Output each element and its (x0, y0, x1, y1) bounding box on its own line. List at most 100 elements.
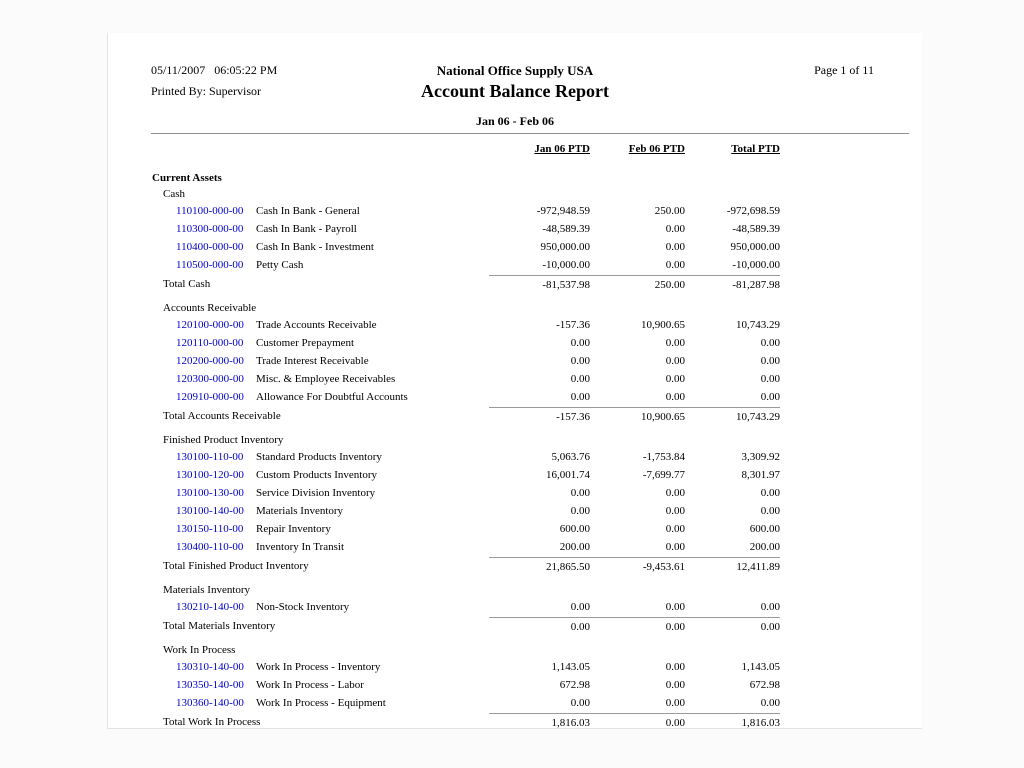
value-total: 1,143.05 (741, 661, 781, 673)
account-row: 110100-000-00 Cash In Bank - General -972,… (108, 205, 780, 223)
header-divider (151, 133, 909, 134)
value-feb: 0.00 (665, 697, 685, 709)
total-feb: 250.00 (590, 275, 685, 295)
value-total: 0.00 (760, 697, 780, 709)
value-total: 200.00 (749, 541, 780, 553)
account-row: 130100-140-00 Materials Inventory 0.00 0.00… (108, 505, 780, 523)
account-description: Work In Process - Labor (256, 679, 364, 691)
value-total: -10,000.00 (732, 259, 780, 271)
account-row: 130100-130-00 Service Division Inventory 0… (108, 487, 780, 505)
value-jan: -972,948.59 (536, 205, 590, 217)
total-feb: -9,453.61 (590, 557, 685, 577)
total-total: 10,743.29 (685, 407, 780, 427)
account-number-link[interactable]: 130150-110-00 (176, 523, 244, 535)
report-period: Jan 06 - Feb 06 (476, 114, 554, 128)
value-jan: 0.00 (570, 601, 590, 613)
value-feb: 0.00 (665, 679, 685, 691)
account-number-link[interactable]: 120910-000-00 (176, 391, 244, 403)
value-total: 8,301.97 (741, 469, 781, 481)
printed-by-label: Printed By: Supervisor (151, 84, 261, 98)
value-feb: 250.00 (654, 205, 685, 217)
total-jan: -157.36 (489, 407, 590, 427)
print-datetime: 05/11/2007 06:05:22 PM (151, 63, 278, 77)
account-number-link[interactable]: 130210-140-00 (176, 601, 244, 613)
total-jan: 21,865.50 (489, 557, 590, 577)
total-feb: 10,900.65 (590, 407, 685, 427)
value-total: 0.00 (760, 505, 780, 517)
total-feb: 0.00 (590, 617, 685, 637)
account-description: Cash In Bank - General (256, 205, 360, 217)
account-number-link[interactable]: 120200-000-00 (176, 355, 244, 367)
value-jan: 200.00 (559, 541, 590, 553)
value-feb: 0.00 (665, 661, 685, 673)
section-total-label: Total Accounts Receivable (163, 410, 281, 422)
account-number-link[interactable]: 130100-140-00 (176, 505, 244, 517)
value-feb: 0.00 (665, 601, 685, 613)
account-number-link[interactable]: 120300-000-00 (176, 373, 244, 385)
value-feb: 0.00 (665, 373, 685, 385)
account-row: 130100-120-00 Custom Products Inventory 16… (108, 469, 780, 487)
section-title: Work In Process (163, 644, 236, 656)
account-row: 130210-140-00 Non-Stock Inventory 0.00 0.00… (108, 601, 780, 619)
column-header-total: Total PTD (731, 143, 780, 155)
value-jan: 0.00 (570, 505, 590, 517)
section-total-row: Total Work In Process 1,816.03 0.00 1,816.0… (108, 713, 780, 733)
value-jan: -10,000.00 (542, 259, 590, 271)
account-number-link[interactable]: 130400-110-00 (176, 541, 244, 553)
account-number-link[interactable]: 130350-140-00 (176, 679, 244, 691)
account-number-link[interactable]: 130100-120-00 (176, 469, 244, 481)
value-jan: 0.00 (570, 355, 590, 367)
section-total-row: Total Cash -81,537.98 250.00 -81,287.98 (108, 275, 780, 295)
value-feb: 10,900.65 (641, 319, 685, 331)
report-page: 05/11/2007 06:05:22 PM Printed By: Super… (107, 33, 922, 729)
value-feb: 0.00 (665, 487, 685, 499)
value-feb: 0.00 (665, 337, 685, 349)
section-total-row: Total Materials Inventory 0.00 0.00 0.00 (108, 617, 780, 637)
value-total: 0.00 (760, 355, 780, 367)
value-total: -48,589.39 (732, 223, 780, 235)
account-number-link[interactable]: 130310-140-00 (176, 661, 244, 673)
value-total: 10,743.29 (736, 319, 780, 331)
account-number-link[interactable]: 130100-110-00 (176, 451, 244, 463)
value-jan: 1,143.05 (551, 661, 591, 673)
value-jan: 0.00 (570, 487, 590, 499)
value-total: 0.00 (760, 373, 780, 385)
account-number-link[interactable]: 110400-000-00 (176, 241, 244, 253)
value-feb: 0.00 (665, 523, 685, 535)
total-feb: 0.00 (590, 713, 685, 733)
value-feb: -7,699.77 (642, 469, 685, 481)
total-total: -81,287.98 (685, 275, 780, 295)
account-row: 120100-000-00 Trade Accounts Receivable -1… (108, 319, 780, 337)
page-number: Page 1 of 11 (814, 63, 874, 77)
value-jan: -157.36 (556, 319, 590, 331)
account-number-link[interactable]: 130360-140-00 (176, 697, 244, 709)
value-feb: -1,753.84 (642, 451, 685, 463)
value-total: 0.00 (760, 601, 780, 613)
section-title: Cash (163, 188, 185, 200)
total-total: 12,411.89 (685, 557, 780, 577)
section-total-label: Total Work In Process (163, 716, 261, 728)
account-description: Work In Process - Equipment (256, 697, 386, 709)
account-number-link[interactable]: 120110-000-00 (176, 337, 244, 349)
value-feb: 0.00 (665, 223, 685, 235)
value-total: 672.98 (749, 679, 780, 691)
value-jan: 600.00 (559, 523, 590, 535)
account-description: Trade Interest Receivable (256, 355, 369, 367)
section-title: Accounts Receivable (163, 302, 257, 314)
account-description: Petty Cash (256, 259, 304, 271)
company-name: National Office Supply USA (436, 63, 594, 78)
account-row: 110300-000-00 Cash In Bank - Payroll -48,5… (108, 223, 780, 241)
account-number-link[interactable]: 110100-000-00 (176, 205, 244, 217)
value-jan: 672.98 (559, 679, 590, 691)
account-row: 110400-000-00 Cash In Bank - Investment 95… (108, 241, 780, 259)
account-description: Allowance For Doubtful Accounts (256, 391, 408, 403)
column-header-jan: Jan 06 PTD (534, 143, 590, 155)
value-total: 950,000.00 (730, 241, 781, 253)
value-jan: -48,589.39 (542, 223, 590, 235)
account-number-link[interactable]: 120100-000-00 (176, 319, 244, 331)
account-number-link[interactable]: 110500-000-00 (176, 259, 244, 271)
account-number-link[interactable]: 130100-130-00 (176, 487, 244, 499)
account-description: Standard Products Inventory (256, 451, 382, 463)
account-number-link[interactable]: 110300-000-00 (176, 223, 244, 235)
value-total: 0.00 (760, 337, 780, 349)
